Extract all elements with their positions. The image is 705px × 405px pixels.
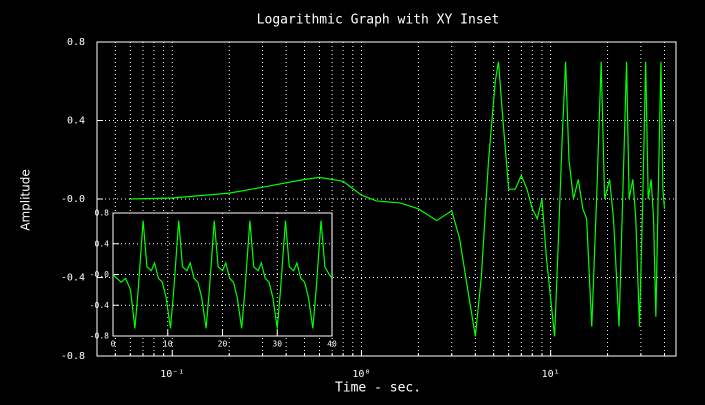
x-tick-label: 10¹: [542, 369, 560, 380]
y-tick-label: 0.4: [95, 239, 110, 248]
x-tick-label: 0: [111, 340, 116, 349]
y-tick-label: 0.8: [67, 37, 85, 48]
x-tick-label: 20: [218, 340, 228, 349]
y-tick-label: -0.0: [90, 270, 109, 279]
x-tick-label: 10⁻¹: [160, 369, 184, 380]
y-tick-label: -0.8: [90, 332, 109, 341]
y-axis-label: Amplitude: [19, 169, 33, 231]
y-tick-label: -0.0: [61, 194, 85, 205]
plot-frame: [96, 41, 677, 357]
y-tick-label: 0.8: [95, 209, 110, 218]
data-line: [130, 61, 666, 337]
y-tick-label: 0.4: [67, 116, 85, 127]
chart-title: Logarithmic Graph with XY Inset: [257, 13, 500, 28]
y-tick-label: -0.8: [61, 351, 85, 362]
data-line: [112, 220, 333, 329]
x-axis-label: Time - sec.: [335, 381, 421, 396]
x-tick-label: 10⁰: [352, 369, 370, 380]
x-tick-label: 10: [163, 340, 173, 349]
y-tick-label: -0.4: [61, 273, 85, 284]
y-tick-label: -0.4: [90, 301, 109, 310]
x-tick-label: 30: [272, 340, 282, 349]
x-tick-label: 40: [327, 340, 337, 349]
